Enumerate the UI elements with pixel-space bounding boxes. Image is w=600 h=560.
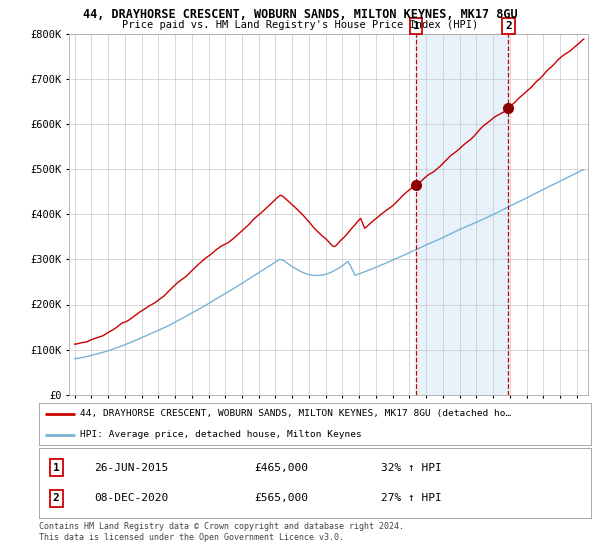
Text: 32% ↑ HPI: 32% ↑ HPI <box>381 463 442 473</box>
Bar <box>416 34 508 395</box>
Text: 26-JUN-2015: 26-JUN-2015 <box>94 463 169 473</box>
Text: £465,000: £465,000 <box>254 463 308 473</box>
Text: HPI: Average price, detached house, Milton Keynes: HPI: Average price, detached house, Milt… <box>80 430 362 439</box>
Text: Contains HM Land Registry data © Crown copyright and database right 2024.: Contains HM Land Registry data © Crown c… <box>39 522 404 531</box>
Text: 1: 1 <box>53 463 59 473</box>
Text: Price paid vs. HM Land Registry's House Price Index (HPI): Price paid vs. HM Land Registry's House … <box>122 20 478 30</box>
Text: 08-DEC-2020: 08-DEC-2020 <box>94 493 169 503</box>
Text: 1: 1 <box>413 21 420 31</box>
Text: 2: 2 <box>505 21 512 31</box>
Text: 2: 2 <box>53 493 59 503</box>
Text: This data is licensed under the Open Government Licence v3.0.: This data is licensed under the Open Gov… <box>39 533 344 542</box>
Text: 44, DRAYHORSE CRESCENT, WOBURN SANDS, MILTON KEYNES, MK17 8GU (detached ho…: 44, DRAYHORSE CRESCENT, WOBURN SANDS, MI… <box>80 409 512 418</box>
Text: 27% ↑ HPI: 27% ↑ HPI <box>381 493 442 503</box>
Text: 44, DRAYHORSE CRESCENT, WOBURN SANDS, MILTON KEYNES, MK17 8GU: 44, DRAYHORSE CRESCENT, WOBURN SANDS, MI… <box>83 8 517 21</box>
Text: £565,000: £565,000 <box>254 493 308 503</box>
